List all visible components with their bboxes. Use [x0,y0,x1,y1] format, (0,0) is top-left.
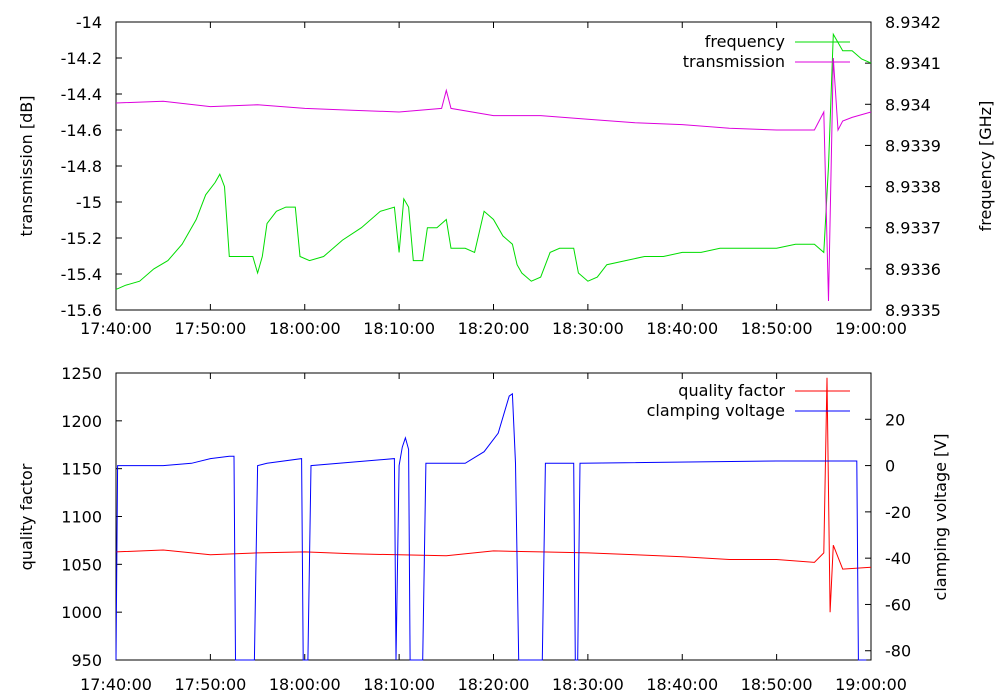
x-tick-label: 18:30:00 [552,675,624,694]
x-tick-label: 17:50:00 [174,675,246,694]
x-tick-label: 17:40:00 [80,675,152,694]
y2-tick-label: 8.9337 [885,219,941,238]
x-tick-label: 18:50:00 [741,319,813,338]
x-tick-label: 19:00:00 [835,675,907,694]
y-tick-label: 1200 [61,412,102,431]
y2-tick-label: -80 [885,642,911,661]
y2-axis-label-frequency: frequency [GHz] [976,101,995,232]
x-tick-label: 18:00:00 [269,675,341,694]
y-tick-label: 1050 [61,555,102,574]
y-tick-label: -15 [76,193,102,212]
y-axis-label-transmission: transmission [dB] [17,96,36,237]
y2-tick-label: 8.934 [885,95,931,114]
y2-tick-label: -40 [885,549,911,568]
legend-label: transmission [683,52,785,71]
y-tick-label: -15.2 [61,229,102,248]
x-tick-label: 18:40:00 [646,675,718,694]
y-tick-label: 1100 [61,508,102,527]
legend-label: quality factor [678,381,785,400]
x-tick-label: 18:20:00 [458,319,530,338]
y-tick-label: -14.8 [61,157,102,176]
y-tick-label: -15.4 [61,265,102,284]
x-tick-label: 18:00:00 [269,319,341,338]
y-tick-label: 1150 [61,460,102,479]
x-tick-label: 18:30:00 [552,319,624,338]
y-tick-label: 1250 [61,364,102,383]
y2-tick-label: 8.9341 [885,54,941,73]
y-tick-label: -15.6 [61,301,102,320]
x-tick-label: 18:40:00 [646,319,718,338]
series-line-clamping-voltage [115,392,867,661]
series-line-frequency [115,32,872,290]
y2-tick-label: 8.9338 [885,178,941,197]
x-tick-label: 19:00:00 [835,319,907,338]
y2-tick-label: -60 [885,595,911,614]
y2-axis-label-clamping-voltage: clamping voltage [V] [931,434,950,601]
panel-quality-clamping: 17:40:00 17:50:00 18:00:00 18:10:00 18:20:00… [17,364,950,694]
y2-tick-label: 8.9336 [885,260,941,279]
y-tick-label: -14.6 [61,121,102,140]
series-line-quality-factor [115,377,872,613]
x-tick-label: 18:10:00 [363,319,435,338]
y-tick-label: -14.2 [61,49,102,68]
y-tick-label: 1000 [61,603,102,622]
x-tick-label: 17:40:00 [80,319,152,338]
y2-tick-label: 8.9342 [885,13,941,32]
series-line-transmission [115,57,872,302]
y-tick-label: -14.4 [61,85,102,104]
y-axis-label-quality-factor: quality factor [17,463,36,570]
y-tick-label: -14 [76,13,102,32]
y2-tick-label: 8.9335 [885,301,941,320]
y2-tick-label: 8.9339 [885,136,941,155]
legend-label: clamping voltage [647,401,785,420]
x-tick-label: 18:10:00 [363,675,435,694]
y2-tick-label: 20 [885,410,905,429]
legend-label: frequency [705,32,785,51]
y2-tick-label: -20 [885,503,911,522]
x-tick-label: 18:20:00 [458,675,530,694]
y-tick-label: 950 [71,651,102,670]
x-tick-label: 17:50:00 [174,319,246,338]
panel-frequency-transmission: 17:40:00 17:50:00 18:00:00 18:10:00 18:20:00… [17,13,995,338]
x-tick-label: 18:50:00 [741,675,813,694]
y2-tick-label: 0 [885,457,895,476]
